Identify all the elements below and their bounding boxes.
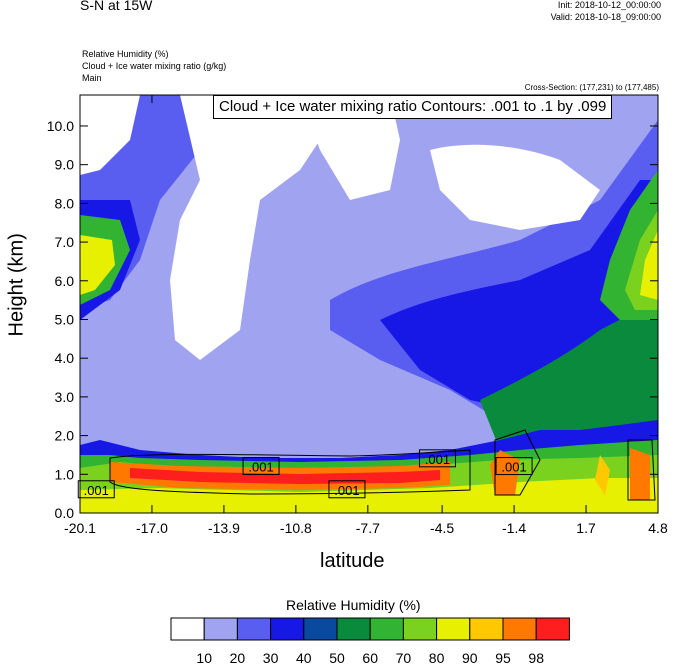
rh-fill-60-right — [480, 300, 658, 450]
field-rh-label: Relative Humidity (%) — [82, 49, 169, 59]
y-axis-ticks: 0.0 1.0 2.0 3.0 4.0 5.0 6.0 7.0 8.0 9.0 10.0 — [47, 118, 658, 521]
x-tick-label: -4.5 — [430, 520, 454, 536]
x-axis-label: latitude — [320, 550, 385, 572]
rh-fill-90-right — [640, 230, 658, 300]
colorbar-swatch — [402, 617, 438, 641]
field-cloud-label: Cloud + Ice water mixing ratio (g/kg) — [82, 61, 227, 71]
rh-fill-10-c — [430, 144, 600, 230]
rh-fill-95-col-b — [595, 455, 610, 495]
colorbar-swatch — [236, 617, 272, 641]
colorbar-swatch — [303, 617, 338, 641]
cloud-contour-main — [109, 449, 471, 495]
colorbar-level-label: 98 — [528, 650, 544, 666]
contour-label-box — [77, 480, 115, 499]
colorbar-level-label: 10 — [196, 650, 212, 666]
plot-title: S-N at 15W — [80, 0, 153, 13]
y-tick-label: 5.0 — [55, 311, 75, 327]
colorbar-level-label: 20 — [230, 650, 246, 666]
y-axis-label: Height (km) — [5, 233, 28, 337]
cloud-contour-right-b — [627, 439, 656, 501]
contour-label: .001 — [248, 460, 273, 475]
y-tick-label: 1.0 — [55, 466, 75, 482]
colorbar-swatch — [469, 617, 504, 641]
colorbar-swatch — [270, 617, 305, 641]
contour-label: .001 — [425, 452, 450, 467]
contour-label: .001 — [84, 483, 109, 498]
y-tick-label: 4.0 — [55, 350, 75, 366]
colorbar-title: Relative Humidity (%) — [286, 597, 421, 613]
colorbar-swatch — [436, 617, 471, 641]
cloud-contour-right-a — [494, 429, 541, 496]
colorbar-level-label: 60 — [362, 650, 378, 666]
x-tick-label: -10.8 — [280, 520, 312, 536]
colorbar-swatch — [535, 617, 570, 641]
colorbar: 10 20 30 40 50 60 70 80 90 95 98 — [170, 617, 570, 666]
x-tick-label: -17.0 — [136, 520, 168, 536]
y-tick-label: 9.0 — [55, 157, 75, 173]
y-tick-label: 0.0 — [55, 505, 75, 521]
contour-label-box — [328, 480, 366, 499]
y-tick-label: 10.0 — [47, 118, 74, 134]
x-tick-label: -20.1 — [64, 520, 96, 536]
x-tick-label: -1.4 — [502, 520, 526, 536]
colorbar-level-label: 70 — [396, 650, 412, 666]
colorbar-level-label: 80 — [429, 650, 445, 666]
colorbar-swatch — [170, 617, 205, 641]
x-tick-label: -7.7 — [356, 520, 380, 536]
colorbar-level-label: 40 — [296, 650, 312, 666]
contour-labels: .001 .001 .001 .001 .001 — [77, 449, 533, 499]
colorbar-swatch — [369, 617, 404, 641]
x-tick-label: -13.9 — [208, 520, 240, 536]
colorbar-level-label: 50 — [329, 650, 345, 666]
init-time: Init: 2018-10-12_00:00:00 — [557, 0, 661, 10]
field-main-label: Main — [82, 73, 102, 83]
contour-label: .001 — [501, 460, 526, 475]
y-tick-label: 8.0 — [55, 195, 75, 211]
y-tick-label: 2.0 — [55, 428, 75, 444]
colorbar-level-label: 30 — [263, 650, 279, 666]
colorbar-swatch — [336, 617, 371, 641]
contour-label-box — [418, 449, 456, 468]
y-tick-label: 7.0 — [55, 234, 75, 250]
contour-label-box — [495, 457, 533, 476]
x-axis-ticks: -20.1 -17.0 -13.9 -10.8 -7.7 -4.5 -1.4 1.7 4.8 — [64, 95, 668, 536]
rh-fill-90-left — [80, 235, 115, 295]
colorbar-level-label: 95 — [495, 650, 511, 666]
contour-label-box — [242, 457, 280, 476]
rh-fill-95-col-a — [490, 450, 520, 495]
y-tick-label: 6.0 — [55, 273, 75, 289]
contour-label: .001 — [334, 483, 359, 498]
rh-fill-95-col-c — [630, 448, 650, 500]
x-tick-label: 4.8 — [648, 520, 668, 536]
rh-fill-10-d — [80, 95, 140, 175]
colorbar-swatch — [203, 617, 238, 641]
colorbar-swatch — [502, 617, 537, 641]
contour-info-box: Cloud + Ice water mixing ratio Contours:… — [213, 95, 613, 119]
rh-fill-10-a — [170, 95, 330, 360]
cross-section-label: Cross-Section: (177,231) to (177,485) — [524, 83, 659, 92]
y-tick-label: 3.0 — [55, 389, 75, 405]
x-tick-label: 1.7 — [576, 520, 596, 536]
rh-field — [80, 95, 658, 513]
colorbar-level-label: 90 — [462, 650, 478, 666]
rh-fill-98-band — [130, 468, 440, 484]
valid-time: Valid: 2018-10-18_09:00:00 — [550, 12, 661, 22]
rh-fill-10-b — [300, 95, 400, 200]
